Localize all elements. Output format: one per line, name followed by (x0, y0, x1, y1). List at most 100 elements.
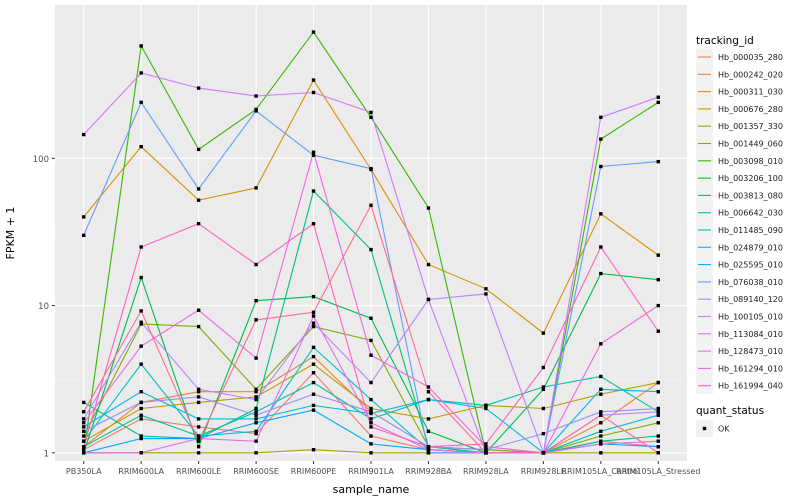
data-point (426, 429, 431, 434)
data-point (254, 431, 258, 436)
data-points (82, 30, 660, 455)
legend-label: Hb_113084_010 (718, 330, 783, 339)
data-point (369, 425, 373, 429)
x-tick-label: RRIM105LA_Stressed (616, 467, 700, 476)
data-point (369, 421, 373, 425)
data-point (311, 221, 316, 226)
data-point (311, 362, 316, 366)
x-tick-label: RRIM105LA_Control (561, 467, 640, 476)
data-point (484, 292, 488, 296)
x-tick-label: RRIM600PE (291, 467, 337, 476)
data-point (254, 410, 258, 414)
legend-label: Hb_128473_010 (718, 347, 783, 356)
data-point (656, 406, 660, 411)
data-point (599, 410, 603, 414)
data-point (311, 321, 316, 325)
legend-label: Hb_011485_090 (718, 226, 783, 235)
data-point (656, 413, 660, 417)
data-point (541, 406, 546, 411)
data-point (254, 451, 258, 455)
data-point (254, 318, 258, 322)
data-point (656, 303, 660, 308)
data-point (656, 421, 660, 425)
data-point (254, 94, 258, 98)
legend-point-swatch (702, 426, 707, 431)
data-point (196, 187, 201, 191)
data-point (541, 451, 546, 455)
x-tick-label: RRIM901LA (348, 467, 394, 476)
data-point (599, 392, 603, 396)
data-point (369, 451, 373, 455)
data-point (82, 400, 86, 405)
data-point (82, 410, 86, 414)
data-point (311, 314, 316, 318)
data-point (254, 439, 258, 443)
data-point (139, 362, 143, 366)
data-point (311, 153, 316, 157)
data-point (82, 132, 86, 137)
data-point (369, 380, 373, 385)
data-point (426, 451, 431, 455)
data-point (139, 44, 143, 48)
data-point (82, 421, 86, 425)
data-point (254, 262, 258, 267)
data-point (139, 100, 143, 105)
data-point (369, 353, 373, 357)
legend-label: Hb_003098_010 (718, 157, 783, 166)
data-point (369, 442, 373, 446)
data-point (139, 400, 143, 405)
data-point (196, 400, 201, 405)
data-point (369, 410, 373, 414)
data-point (599, 429, 603, 434)
data-point (254, 406, 258, 411)
data-point (656, 434, 660, 438)
data-point (196, 324, 201, 329)
data-point (254, 395, 258, 399)
data-point (311, 354, 316, 359)
data-point (139, 451, 143, 455)
data-point (139, 275, 143, 280)
data-point (656, 159, 660, 164)
data-point (599, 442, 603, 446)
data-point (254, 109, 258, 113)
data-point (369, 434, 373, 438)
data-point (599, 164, 603, 169)
legend-label: Hb_161994_040 (718, 382, 783, 391)
data-point (311, 90, 316, 95)
data-point (599, 271, 603, 276)
data-point (599, 115, 603, 119)
data-point (369, 417, 373, 421)
x-tick-label: RRIM928BA (405, 467, 452, 476)
quant-status-legend-title: quant_status (696, 405, 764, 417)
legend-label: Hb_025595_010 (718, 261, 783, 270)
data-point (426, 385, 431, 389)
x-axis-title: sample_name (333, 483, 410, 496)
data-point (656, 277, 660, 282)
data-point (139, 417, 143, 421)
data-point (311, 78, 316, 82)
data-point (656, 445, 660, 449)
data-point (369, 203, 373, 207)
x-tick-label: PB350LA (66, 467, 102, 476)
data-point (82, 445, 86, 449)
data-point (656, 451, 660, 455)
legend-label: Hb_000035_280 (718, 53, 783, 62)
data-point (139, 390, 143, 394)
data-point (196, 308, 201, 312)
data-point (311, 310, 316, 315)
x-tick-label: RRIM600LA (118, 467, 164, 476)
data-point (139, 144, 143, 149)
data-point (541, 385, 546, 389)
legend-label: Hb_089140_120 (718, 295, 783, 304)
data-point (139, 245, 143, 249)
data-point (196, 387, 201, 392)
data-point (656, 390, 660, 394)
data-point (196, 436, 201, 441)
data-point (254, 397, 258, 402)
data-point (196, 221, 201, 226)
data-point (599, 387, 603, 392)
data-point (426, 297, 431, 302)
data-point (196, 395, 201, 399)
data-point (82, 434, 86, 438)
